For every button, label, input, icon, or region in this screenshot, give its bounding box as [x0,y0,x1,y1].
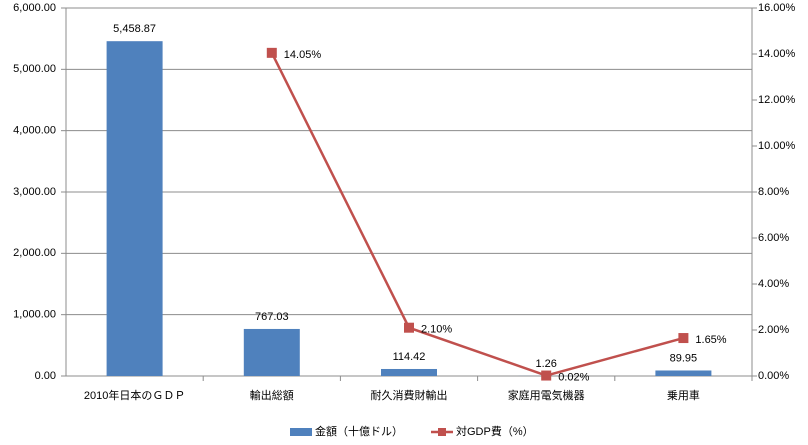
bar [655,370,712,376]
data-label: 5,458.87 [113,23,156,35]
line-marker [404,322,414,333]
y2-tick-label: 6.00% [758,232,789,244]
line-marker [541,370,552,381]
y2-tick-label: 16.00% [758,2,796,14]
y2-tick-label: 2.00% [758,324,789,336]
line-marker [678,333,689,344]
data-label: 1.65% [695,334,726,346]
y-tick-label: 6,000.00 [13,2,56,14]
x-tick-label: 耐久消費財輸出 [371,388,448,402]
x-tick-label: 乗用車 [667,388,700,402]
x-tick-label: 家庭用電気機器 [508,388,585,402]
y2-tick-label: 14.00% [758,48,796,60]
data-label: 0.02% [558,371,589,383]
y2-tick-label: 8.00% [758,186,789,198]
legend-label: 対GDP費（%） [456,424,534,438]
x-tick-label: 輸出総額 [250,388,294,402]
y-tick-label: 5,000.00 [13,63,56,75]
data-label: 767.03 [255,311,289,323]
data-label: 14.05% [284,49,322,61]
data-label: 114.42 [393,351,426,363]
y2-tick-label: 4.00% [758,278,789,290]
y2-tick-label: 10.00% [758,140,796,152]
y-tick-label: 1,000.00 [13,309,56,321]
line [270,52,684,377]
y-tick-label: 2,000.00 [13,247,56,259]
y-tick-label: 0.00 [35,370,56,382]
y2-tick-label: 0.00% [758,370,789,382]
bar [381,368,437,376]
x-tick-label: 2010年日本のＧＤＰ [84,388,185,402]
y2-tick-label: 12.00% [758,94,796,106]
data-label: 89.95 [670,352,698,364]
legend-swatch [438,428,446,436]
bar [106,41,163,377]
data-label: 2.10% [421,324,452,336]
bar [243,328,300,376]
line-marker [266,47,277,58]
y-tick-label: 3,000.00 [13,186,56,198]
y-tick-label: 4,000.00 [13,125,56,137]
data-label: 1.26 [535,358,556,370]
legend-swatch [290,428,312,436]
legend-label: 金額（十億ドル） [315,424,403,438]
